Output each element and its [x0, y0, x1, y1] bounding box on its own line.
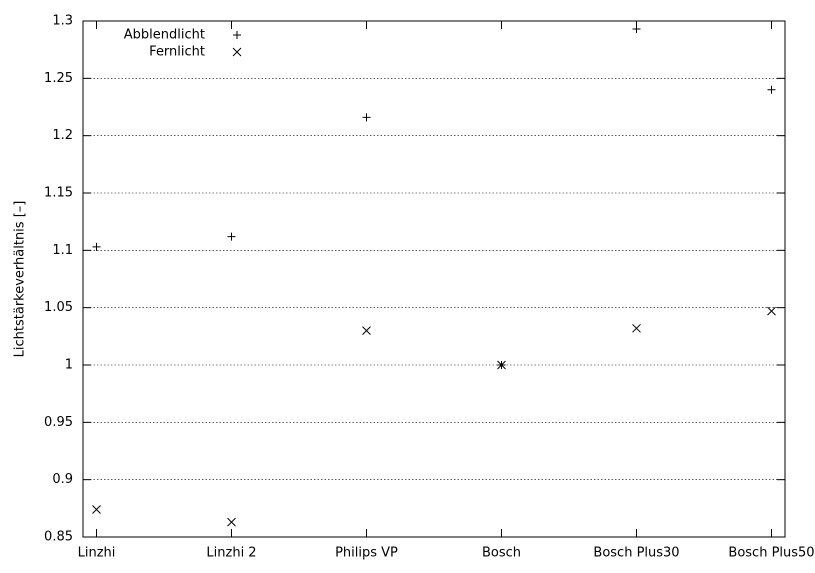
legend-label: Fernlicht [149, 45, 205, 60]
point [632, 25, 641, 34]
y-tick-label: 1.3 [52, 14, 73, 29]
legend-marker [233, 31, 241, 39]
y-tick-label: 1.2 [52, 128, 73, 143]
point [632, 323, 641, 333]
y-tick-label: 1.15 [44, 186, 73, 201]
point [362, 113, 371, 122]
y-tick-label: 0.95 [44, 415, 73, 430]
point [227, 517, 236, 527]
x-tick-label: Philips VP [335, 546, 398, 561]
legend-label: Abblendlicht [124, 28, 205, 43]
y-tick-label: 1.1 [52, 243, 73, 258]
plot-frame [82, 20, 786, 538]
point [92, 242, 101, 251]
y-tick-label: 1.05 [44, 300, 73, 315]
x-tick-label: Bosch Plus30 [593, 546, 679, 561]
x-tick-label: Bosch Plus50 [728, 546, 814, 561]
point [767, 306, 776, 316]
y-tick-label: 1.25 [44, 71, 73, 86]
x-tick-label: Bosch [482, 546, 521, 561]
point [362, 326, 371, 335]
point [227, 232, 236, 241]
y-tick-label: 0.85 [44, 530, 73, 545]
x-tick-label: Linzhi [78, 546, 116, 561]
x-tick-label: Linzhi 2 [206, 546, 256, 561]
y-axis-label: Lichtstärkeverhältnis [–] [13, 201, 28, 358]
point [767, 85, 776, 94]
legend-marker [232, 47, 242, 57]
y-tick-label: 1 [65, 358, 73, 373]
point [497, 360, 506, 370]
point [92, 505, 101, 514]
y-tick-label: 0.9 [52, 472, 73, 487]
